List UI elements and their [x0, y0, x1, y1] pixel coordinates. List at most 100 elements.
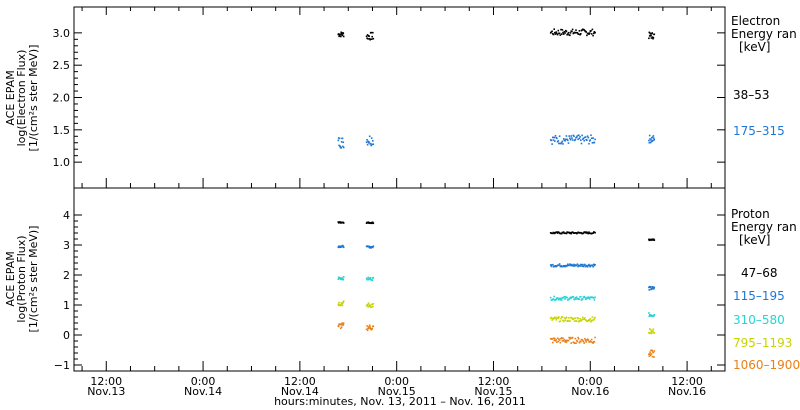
proton-point-s4 — [559, 341, 562, 344]
electron-point-s1 — [592, 137, 594, 139]
proton-point-s3 — [372, 305, 374, 308]
proton-point-s3 — [590, 319, 593, 322]
electron-ylabel-line-2: log(Electron Flux) — [15, 50, 28, 147]
x-axis-ticks: 12:00Nov.130:00Nov.1412:00Nov.140:00Nov.… — [81, 7, 712, 398]
proton-legend-series-2: 115–195 — [733, 289, 785, 303]
proton-point-s4 — [341, 322, 343, 325]
proton-ytick-label: 3 — [63, 239, 70, 252]
electron-point-s1 — [557, 140, 560, 142]
x-tick-time-label: 12:00 — [671, 375, 703, 388]
electron-point-s1 — [586, 135, 589, 137]
proton-point-s4 — [577, 338, 580, 340]
electron-point-s0 — [342, 35, 345, 38]
proton-point-s4 — [370, 328, 373, 331]
electron-point-s0 — [556, 33, 559, 36]
electron-point-s1 — [562, 143, 564, 145]
electron-point-s1 — [653, 139, 656, 141]
proton-point-s3 — [650, 330, 653, 333]
electron-point-s1 — [365, 141, 368, 143]
electron-point-s1 — [558, 135, 561, 137]
electron-point-s1 — [588, 142, 590, 145]
electron-point-s0 — [370, 38, 373, 40]
proton-point-s2 — [560, 297, 562, 300]
electron-point-s0 — [653, 33, 656, 36]
x-axis-label: hours:minutes, Nov. 13, 2011 – Nov. 16, … — [274, 395, 526, 408]
proton-point-s4 — [650, 353, 653, 355]
x-tick-date-label: Nov.14 — [281, 385, 319, 398]
proton-ytick-label: 1 — [63, 299, 70, 312]
proton-point-s1 — [586, 266, 589, 268]
proton-ytick-label: 4 — [63, 209, 70, 222]
proton-point-s2 — [366, 278, 369, 281]
proton-point-s3 — [372, 303, 375, 305]
proton-point-s1 — [588, 263, 590, 266]
proton-point-s1 — [369, 246, 372, 248]
proton-point-s3 — [558, 316, 560, 318]
electron-point-s1 — [571, 137, 573, 139]
proton-point-s4 — [574, 337, 577, 340]
proton-point-s4 — [575, 342, 577, 344]
proton-point-s3 — [649, 332, 651, 335]
proton-ytick-label: −1 — [54, 359, 70, 372]
electron-point-s0 — [594, 31, 596, 34]
proton-point-s2 — [566, 296, 568, 299]
proton-point-s4 — [367, 327, 369, 330]
proton-point-s4 — [557, 340, 560, 343]
proton-point-s1 — [592, 265, 594, 268]
electron-point-s0 — [561, 29, 564, 31]
proton-point-s2 — [558, 297, 561, 300]
proton-point-s2 — [555, 298, 557, 301]
proton-point-s0 — [588, 231, 590, 233]
proton-point-s2 — [342, 278, 345, 281]
proton-point-s3 — [652, 330, 654, 333]
x-tick-date-label: Nov.16 — [571, 385, 609, 398]
proton-panel: −1 0 1 2 3 4 ACE EPAM log(Proton Flux) [1/(cm… — [4, 187, 800, 372]
proton-point-s1 — [594, 263, 596, 266]
electron-point-s1 — [372, 143, 375, 145]
electron-point-s0 — [560, 33, 563, 35]
x-tick-date-label: Nov.15 — [474, 385, 512, 398]
proton-point-s1 — [653, 286, 656, 289]
electron-point-s0 — [365, 35, 368, 38]
proton-point-s3 — [578, 319, 581, 322]
proton-point-s2 — [584, 296, 586, 299]
proton-point-s2 — [340, 278, 342, 281]
proton-point-s3 — [567, 319, 569, 322]
proton-point-s4 — [575, 339, 578, 342]
proton-point-s0 — [372, 221, 374, 224]
electron-point-s0 — [551, 30, 553, 33]
proton-point-s3 — [573, 320, 576, 322]
proton-point-s1 — [575, 264, 578, 267]
proton-point-s4 — [366, 329, 369, 332]
proton-point-s1 — [573, 265, 576, 267]
proton-point-s0 — [653, 239, 656, 241]
electron-point-s1 — [338, 137, 341, 140]
proton-point-s0 — [594, 231, 596, 234]
proton-point-s3 — [371, 303, 373, 306]
proton-point-s3 — [550, 316, 553, 319]
proton-point-s1 — [558, 263, 561, 265]
electron-point-s1 — [590, 137, 593, 139]
proton-point-s2 — [372, 276, 375, 279]
electron-point-s0 — [340, 35, 342, 38]
electron-point-s0 — [553, 28, 555, 30]
proton-point-s0 — [570, 232, 572, 235]
proton-point-s3 — [593, 317, 596, 320]
electron-point-s0 — [648, 35, 651, 37]
proton-point-s2 — [562, 296, 565, 299]
proton-point-s3 — [337, 303, 340, 305]
electron-ylabel-line-3: [1/(cm²s ster MeV)] — [27, 45, 40, 152]
electron-point-s1 — [340, 147, 342, 149]
proton-point-s4 — [569, 336, 572, 339]
electron-point-s0 — [590, 33, 593, 35]
proton-point-s4 — [342, 324, 345, 326]
electron-point-s1 — [589, 139, 592, 141]
proton-point-s1 — [558, 264, 560, 266]
proton-point-s3 — [571, 317, 573, 319]
proton-point-s4 — [649, 351, 651, 353]
proton-points — [337, 221, 656, 358]
proton-point-s2 — [578, 298, 581, 300]
proton-point-s4 — [368, 324, 371, 326]
proton-point-s2 — [572, 296, 575, 298]
proton-point-s4 — [569, 338, 571, 340]
